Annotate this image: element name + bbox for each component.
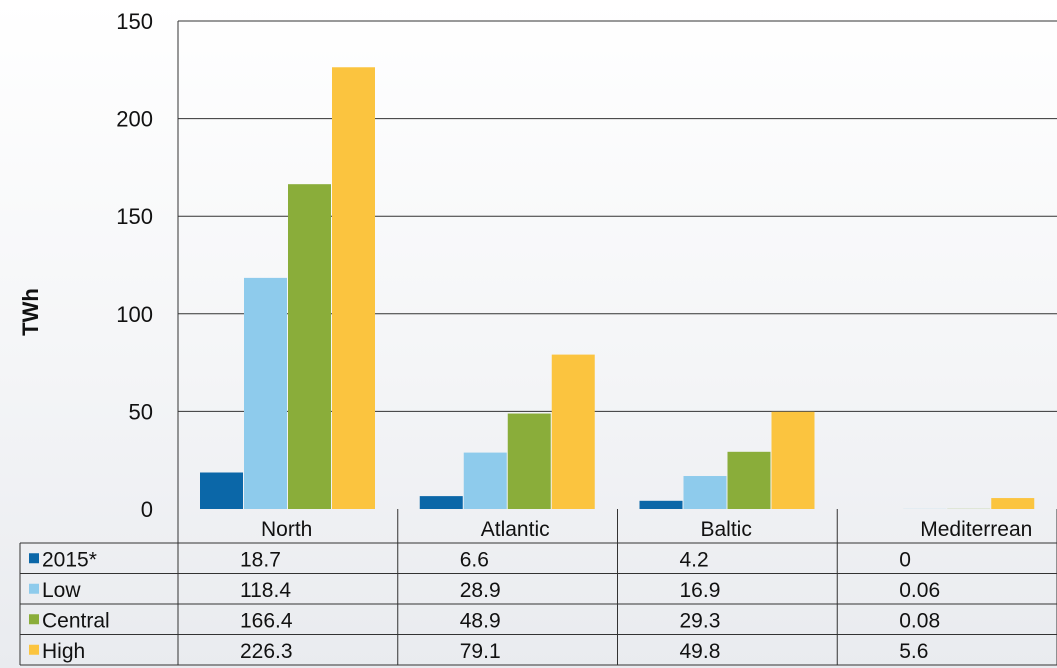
table-value: 29.3 [680, 609, 721, 632]
category-label: Atlantic [481, 518, 550, 541]
y-tick-label: 200 [116, 107, 153, 132]
bar-high [332, 67, 375, 510]
y-tick-label: 0 [141, 497, 153, 522]
table-value: 28.9 [460, 579, 501, 602]
bar-central [288, 184, 331, 509]
table-value: 166.4 [240, 609, 293, 632]
table-value: 0.06 [899, 579, 940, 602]
table-value: 5.6 [899, 640, 928, 663]
bar-high [551, 354, 595, 509]
y-axis-label: TWh [18, 288, 43, 336]
legend-swatch [29, 644, 39, 655]
legend-swatch [29, 614, 39, 625]
legend-label: Low [42, 579, 81, 602]
category-label: Baltic [701, 518, 752, 541]
bar-high [991, 498, 1035, 509]
bar-2015 [639, 500, 683, 509]
table-value: 16.9 [680, 579, 721, 602]
legend-swatch [29, 583, 39, 594]
legend-swatch [29, 553, 39, 564]
bar-low [463, 452, 507, 509]
bar-2015 [200, 472, 243, 509]
table-value: 48.9 [460, 609, 501, 632]
bar-low [683, 476, 727, 509]
bar-2015 [419, 496, 463, 509]
bar-central [727, 451, 771, 509]
data-table: North Atlantic Baltic Mediterrean 2015* 18.7 6… [19, 509, 1057, 666]
bars [200, 67, 1035, 510]
bar-low [244, 277, 287, 509]
y-tick-label: 150 [116, 204, 153, 229]
table-value: 118.4 [240, 579, 291, 602]
legend-label: 2015* [42, 548, 97, 571]
table-value: 226.3 [240, 640, 293, 663]
bar-central [507, 413, 551, 509]
axes: 0 50 100 150 200 150 [116, 9, 179, 522]
bar-high [771, 411, 815, 509]
table-value: 79.1 [460, 640, 501, 663]
y-tick-label: 50 [129, 399, 153, 424]
legend-label: Central [42, 609, 110, 632]
y-tick-label: 100 [116, 302, 153, 327]
legend-label: High [42, 640, 85, 663]
table-value: 0 [899, 548, 911, 571]
category-label: Mediterrean [920, 518, 1032, 541]
table-value: 18.7 [240, 548, 281, 571]
table-value: 49.8 [680, 640, 721, 663]
table-value: 4.2 [680, 548, 709, 571]
category-label: North [261, 518, 312, 541]
y-tick-label: 150 [116, 9, 153, 34]
table-value: 0.08 [899, 609, 940, 632]
table-value: 6.6 [460, 548, 489, 571]
